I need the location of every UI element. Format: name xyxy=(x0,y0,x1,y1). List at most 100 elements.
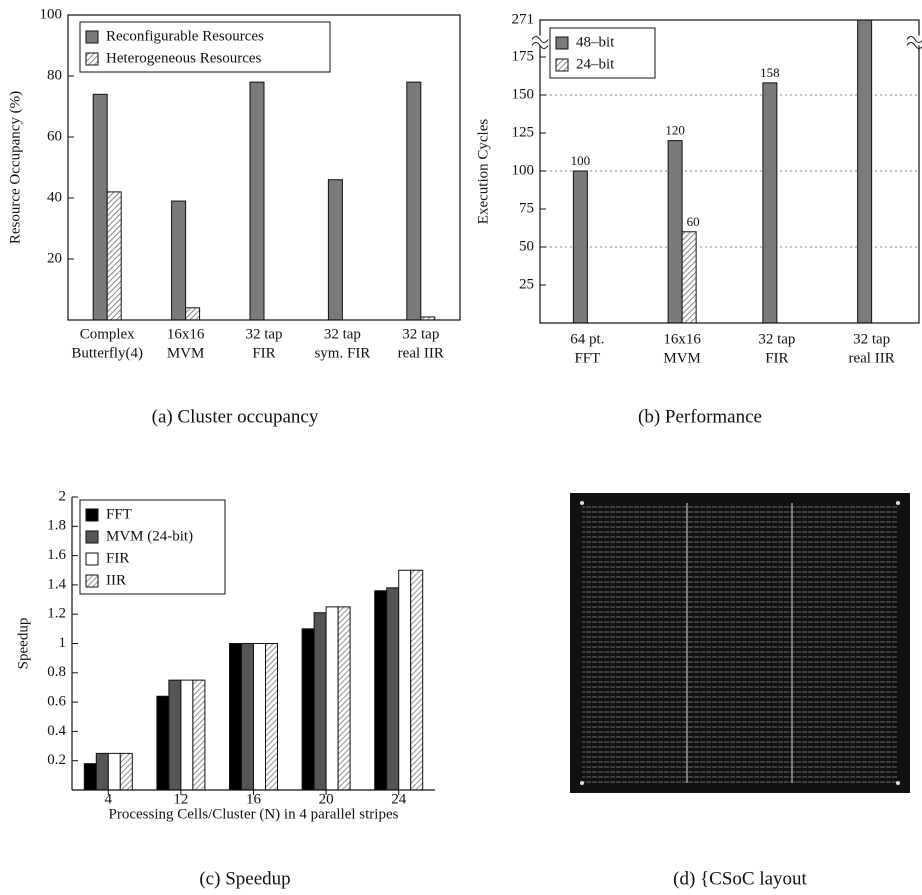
x-tick-label: 16x16 xyxy=(663,331,701,347)
bar xyxy=(172,201,186,320)
legend-label: Reconfigurable Resources xyxy=(106,28,264,44)
y-tick-label: 125 xyxy=(512,124,535,140)
bar xyxy=(169,680,181,790)
bar xyxy=(573,171,587,323)
bar xyxy=(107,192,121,320)
bar xyxy=(399,570,411,790)
x-tick-label: sym. FIR xyxy=(314,345,370,361)
y-tick-label: 2 xyxy=(59,488,67,504)
x-tick-label: 16x16 xyxy=(167,326,205,342)
y-tick-label: 175 xyxy=(512,48,535,64)
x-tick-label: 16 xyxy=(246,791,262,807)
x-tick-label: MVM xyxy=(167,345,205,361)
bar xyxy=(93,94,107,320)
y-axis-label: Resource Occupancy (%) xyxy=(7,91,23,244)
bar xyxy=(407,82,421,320)
bar xyxy=(314,613,326,790)
x-tick-label: 12 xyxy=(173,791,188,807)
caption: (d) {CSoC layout xyxy=(673,868,807,889)
y-tick-label: 50 xyxy=(519,238,534,254)
x-tick-label: 32 tap xyxy=(853,331,890,347)
bar xyxy=(186,308,200,320)
value-label: 120 xyxy=(665,123,685,138)
bar xyxy=(682,232,696,323)
y-tick-label: 1.8 xyxy=(47,518,66,534)
bar xyxy=(250,82,264,320)
bar xyxy=(411,570,423,790)
y-tick-label: 0.8 xyxy=(47,664,66,680)
y-tick-label: 20 xyxy=(47,250,62,266)
bar xyxy=(302,629,314,790)
caption: (a) Cluster occupancy xyxy=(152,406,319,427)
y-tick-label: 1.2 xyxy=(47,606,66,622)
bar xyxy=(254,644,266,791)
y-tick-label: 0.6 xyxy=(47,694,66,710)
bar xyxy=(230,644,242,791)
legend-label: FFT xyxy=(106,506,132,522)
legend-swatch xyxy=(86,509,98,521)
legend-label: Heterogeneous Resources xyxy=(106,50,262,66)
y-tick-label: 0.2 xyxy=(47,752,66,768)
bar xyxy=(326,607,338,790)
y-tick-label: 100 xyxy=(40,6,63,22)
y-tick-label: 75 xyxy=(519,200,534,216)
y-tick-label: 1 xyxy=(59,635,67,651)
y-tick-label: 25 xyxy=(519,276,534,292)
y-tick-label: 1.6 xyxy=(47,547,66,563)
bar xyxy=(96,753,108,790)
caption: (b) Performance xyxy=(638,406,762,427)
bar xyxy=(328,180,342,320)
legend-swatch xyxy=(86,575,98,587)
x-tick-label: Butterfly(4) xyxy=(71,345,143,361)
value-label: 100 xyxy=(571,153,591,168)
legend-swatch xyxy=(556,59,568,71)
bar xyxy=(668,141,682,323)
bar xyxy=(84,764,96,790)
bar xyxy=(763,83,777,323)
x-tick-label: 32 tap xyxy=(245,326,282,342)
bar xyxy=(387,588,399,790)
caption: (c) Speedup xyxy=(199,868,290,889)
x-tick-label: real IIR xyxy=(849,350,895,366)
y-tick-label: 80 xyxy=(47,67,62,83)
x-tick-label: Complex xyxy=(80,326,135,342)
x-tick-label: MVM xyxy=(663,350,701,366)
legend-label: IIR xyxy=(106,572,126,588)
y-tick-label: 1.4 xyxy=(47,576,66,592)
legend-swatch xyxy=(86,553,98,565)
bar xyxy=(120,753,132,790)
y-tick-label: 100 xyxy=(512,162,535,178)
x-tick-label: FFT xyxy=(574,350,600,366)
bar xyxy=(375,591,387,790)
bar xyxy=(266,644,278,791)
x-tick-label: real IIR xyxy=(398,345,444,361)
legend-swatch xyxy=(86,31,98,43)
x-tick-label: 24 xyxy=(391,791,407,807)
x-tick-label: FIR xyxy=(765,350,788,366)
y-tick-label: 40 xyxy=(47,189,62,205)
bar xyxy=(242,644,254,791)
legend-label: FIR xyxy=(106,550,129,566)
legend-label: MVM (24-bit) xyxy=(106,528,193,544)
layout-image xyxy=(570,493,910,793)
x-tick-label: 4 xyxy=(105,791,113,807)
bar xyxy=(108,753,120,790)
bar xyxy=(858,20,872,323)
x-tick-label: FIR xyxy=(252,345,275,361)
y-tick-label: 150 xyxy=(512,86,535,102)
x-tick-label: 32 tap xyxy=(758,331,795,347)
x-axis-label: Processing Cells/Cluster (N) in 4 parall… xyxy=(109,806,399,822)
legend-swatch xyxy=(556,37,568,49)
y-tick-label: 271 xyxy=(512,11,535,27)
bar xyxy=(338,607,350,790)
bar xyxy=(193,680,205,790)
x-tick-label: 32 tap xyxy=(324,326,361,342)
figure: (d) {CSoC layout 20406080100ComplexButte… xyxy=(0,0,922,895)
value-label: 158 xyxy=(760,65,780,80)
legend-swatch xyxy=(86,53,98,65)
x-tick-label: 32 tap xyxy=(402,326,439,342)
bar xyxy=(157,696,169,790)
bar xyxy=(181,680,193,790)
legend-label: 24–bit xyxy=(576,56,615,72)
legend-box xyxy=(80,500,225,594)
